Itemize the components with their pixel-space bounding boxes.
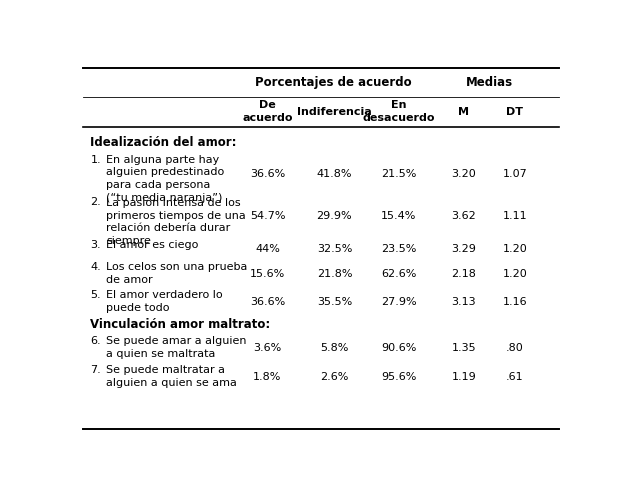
Text: 1.20: 1.20 [503,269,527,279]
Text: 15.6%: 15.6% [250,269,285,279]
Text: 41.8%: 41.8% [317,169,352,179]
Text: 36.6%: 36.6% [250,297,285,307]
Text: 35.5%: 35.5% [317,297,352,307]
Text: Porcentajes de acuerdo: Porcentajes de acuerdo [255,76,411,89]
Text: Indiferencia: Indiferencia [297,107,372,117]
Text: En
desacuerdo: En desacuerdo [362,100,434,123]
Text: La pasión intensa de los
primeros tiempos de una
relación debería durar
siempre: La pasión intensa de los primeros tiempo… [106,197,246,246]
Text: 23.5%: 23.5% [381,244,416,254]
Text: 1.11: 1.11 [503,211,527,221]
Text: 4.: 4. [90,262,101,272]
Text: 2.6%: 2.6% [321,372,349,382]
Text: 1.20: 1.20 [503,244,527,254]
Text: 6.: 6. [90,337,101,346]
Text: 1.35: 1.35 [451,343,476,353]
Text: 2.: 2. [90,197,101,207]
Text: 2.18: 2.18 [451,269,476,279]
Text: 5.: 5. [90,290,101,300]
Text: 1.: 1. [90,155,101,165]
Text: 1.07: 1.07 [503,169,527,179]
Text: 5.8%: 5.8% [321,343,349,353]
Text: Se puede amar a alguien
a quien se maltrata: Se puede amar a alguien a quien se maltr… [106,337,247,359]
Text: 62.6%: 62.6% [381,269,416,279]
Text: 3.: 3. [90,240,101,250]
Text: 1.19: 1.19 [451,372,476,382]
Text: M: M [458,107,470,117]
Text: 7.: 7. [90,365,101,375]
Text: 15.4%: 15.4% [381,211,416,221]
Text: El amor es ciego: El amor es ciego [106,240,199,250]
Text: 54.7%: 54.7% [250,211,285,221]
Text: Idealización del amor:: Idealización del amor: [90,136,237,149]
Text: 1.8%: 1.8% [254,372,282,382]
Text: De
acuerdo: De acuerdo [242,100,293,123]
Text: 32.5%: 32.5% [317,244,352,254]
Text: 3.29: 3.29 [451,244,476,254]
Text: 3.6%: 3.6% [254,343,282,353]
Text: DT: DT [506,107,523,117]
Text: El amor verdadero lo
puede todo: El amor verdadero lo puede todo [106,290,223,313]
Text: 29.9%: 29.9% [317,211,352,221]
Text: 21.5%: 21.5% [381,169,416,179]
Text: 44%: 44% [255,244,280,254]
Text: Se puede maltratar a
alguien a quien se ama: Se puede maltratar a alguien a quien se … [106,365,237,388]
Text: Vinculación amor maltrato:: Vinculación amor maltrato: [90,318,270,331]
Text: 21.8%: 21.8% [317,269,352,279]
Text: .61: .61 [506,372,524,382]
Text: 90.6%: 90.6% [381,343,416,353]
Text: 3.20: 3.20 [451,169,476,179]
Text: 3.62: 3.62 [451,211,476,221]
Text: 95.6%: 95.6% [381,372,416,382]
Text: Medias: Medias [466,76,513,89]
Text: 36.6%: 36.6% [250,169,285,179]
Text: 3.13: 3.13 [451,297,476,307]
Text: En alguna parte hay
alguien predestinado
para cada persona
(“tu media naranja”): En alguna parte hay alguien predestinado… [106,155,225,203]
Text: .80: .80 [506,343,524,353]
Text: Los celos son una prueba
de amor: Los celos son una prueba de amor [106,262,248,285]
Text: 27.9%: 27.9% [381,297,416,307]
Text: 1.16: 1.16 [503,297,527,307]
